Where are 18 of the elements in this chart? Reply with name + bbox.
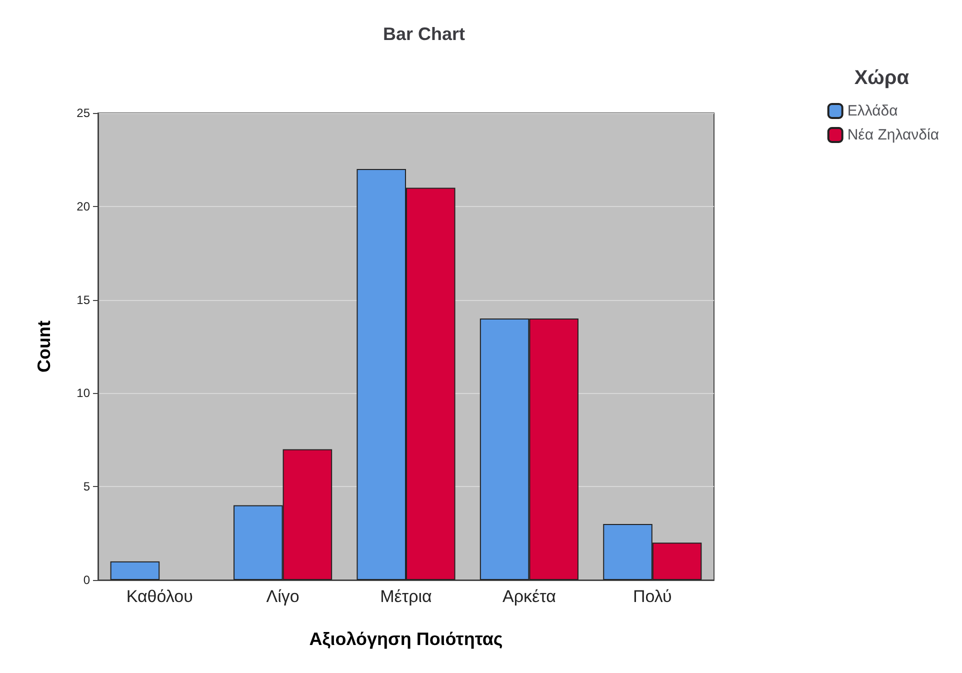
x-tick-label: Λίγο (266, 587, 300, 606)
y-axis-title: Count (34, 320, 54, 372)
y-tick-label: 20 (76, 199, 90, 214)
legend-title: Χώρα (854, 67, 910, 89)
y-tick-label: 15 (76, 292, 90, 307)
x-tick-label: Πολύ (632, 587, 672, 606)
y-tick-label: 25 (76, 106, 90, 120)
chart-title: Bar Chart (383, 24, 466, 44)
x-tick-label: Καθόλου (126, 587, 193, 606)
y-tick-label: 0 (83, 573, 90, 587)
bar (110, 561, 160, 580)
x-tick-label: Αρκέτα (502, 587, 556, 606)
legend-label: Ελλάδα (847, 102, 898, 120)
x-tick-label: Μέτρια (380, 587, 432, 606)
legend-label: Νέα Ζηλανδία (847, 126, 940, 144)
x-axis-title: Αξιολόγηση Ποιότητας (309, 629, 503, 649)
y-tick-label: 5 (83, 480, 90, 494)
y-tick-label: 10 (76, 386, 90, 400)
